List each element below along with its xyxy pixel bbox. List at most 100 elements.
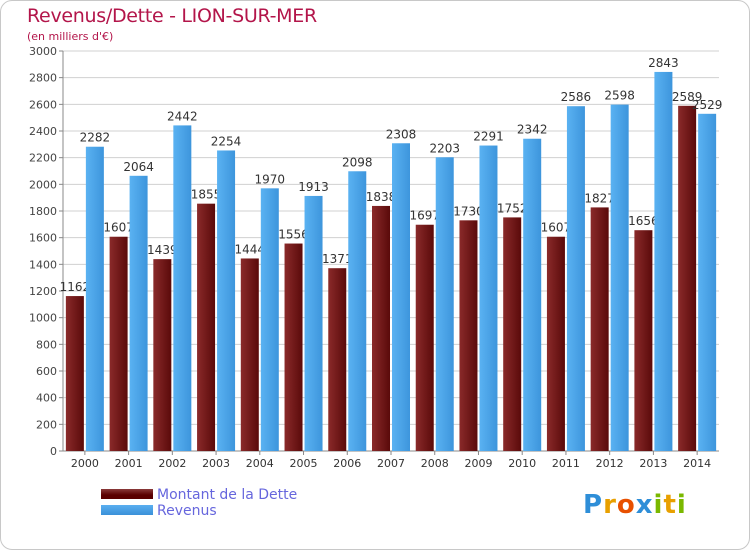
logo-letter: t: [663, 490, 677, 520]
legend-swatch-revenue: [101, 505, 153, 515]
bar-debt: [153, 259, 172, 451]
x-tick-label: 2008: [421, 457, 449, 470]
data-label-debt: 1752: [497, 201, 528, 215]
bar-debt: [459, 220, 478, 451]
bar-debt: [415, 224, 434, 451]
data-label-debt: 1607: [541, 221, 572, 235]
data-label-revenue: 2342: [517, 123, 548, 137]
x-tick-label: 2001: [115, 457, 143, 470]
bar-revenue: [85, 146, 104, 451]
bar-revenue: [435, 157, 454, 451]
bar-debt: [678, 105, 697, 452]
bar-revenue: [523, 138, 542, 451]
x-tick-label: 2011: [552, 457, 580, 470]
bar-debt: [109, 236, 128, 451]
proxiti-logo: Proxiti: [583, 490, 687, 520]
chart-subtitle: (en milliers d'€): [27, 30, 114, 43]
data-label-revenue: 2064: [123, 160, 154, 174]
data-label-debt: 1827: [584, 191, 615, 205]
logo-letter: x: [635, 490, 654, 520]
y-tick-label: 2600: [29, 98, 57, 111]
legend-label-revenue: Revenus: [157, 503, 217, 519]
data-label-debt: 1697: [409, 209, 440, 223]
bar-debt: [197, 203, 216, 451]
data-label-debt: 1371: [322, 252, 353, 266]
bar-revenue: [217, 150, 236, 451]
bar-revenue: [260, 188, 279, 452]
data-label-revenue: 2203: [429, 141, 460, 155]
data-label-revenue: 2442: [167, 109, 198, 123]
y-tick-label: 1000: [29, 312, 57, 325]
bar-debt: [634, 230, 653, 451]
logo-letter: r: [603, 490, 617, 520]
logo-letter: i: [653, 490, 664, 520]
bar-debt: [372, 205, 390, 451]
x-tick-label: 2004: [246, 457, 274, 470]
y-tick-label: 1400: [29, 258, 57, 271]
data-label-revenue: 2254: [211, 134, 242, 148]
y-tick-label: 3000: [29, 45, 57, 58]
legend-label-debt: Montant de la Dette: [157, 487, 298, 503]
y-tick-label: 1600: [29, 232, 57, 245]
data-label-debt: 1162: [60, 280, 91, 294]
x-tick-label: 2005: [290, 457, 318, 470]
data-label-debt: 1556: [278, 228, 309, 242]
x-tick-label: 2010: [508, 457, 536, 470]
bar-debt: [284, 243, 303, 451]
y-tick-label: 1200: [29, 285, 57, 298]
data-label-debt: 1444: [235, 242, 266, 256]
y-tick-label: 2000: [29, 178, 57, 191]
data-label-revenue: 2529: [692, 98, 723, 112]
bar-debt: [503, 217, 522, 451]
y-tick-label: 2200: [29, 152, 57, 165]
data-label-revenue: 2098: [342, 155, 373, 169]
bar-revenue: [129, 175, 148, 452]
data-label-debt: 2589: [672, 90, 703, 104]
x-tick-label: 2000: [71, 457, 99, 470]
y-tick-label: 0: [50, 445, 57, 458]
x-tick-label: 2014: [683, 457, 711, 470]
legend-swatch-debt: [101, 489, 153, 499]
x-tick-label: 2006: [333, 457, 361, 470]
bar-revenue: [392, 143, 410, 451]
data-label-revenue: 2308: [386, 127, 417, 141]
data-label-revenue: 2586: [561, 90, 592, 104]
bar-revenue: [566, 106, 585, 451]
bar-debt: [65, 296, 84, 451]
x-tick-label: 2013: [639, 457, 667, 470]
bar-revenue: [698, 113, 717, 452]
y-tick-label: 1800: [29, 205, 57, 218]
x-tick-label: 2009: [464, 457, 492, 470]
data-label-revenue: 2282: [80, 131, 111, 145]
x-tick-label: 2002: [158, 457, 186, 470]
bar-debt: [328, 268, 347, 451]
chart-title: Revenus/Dette - LION-SUR-MER: [27, 5, 317, 27]
bar-revenue: [479, 145, 498, 452]
x-tick-label: 2003: [202, 457, 230, 470]
bar-revenue: [348, 171, 367, 451]
bar-debt: [546, 236, 565, 451]
x-tick-label: 2007: [377, 457, 405, 470]
data-label-debt: 1439: [147, 243, 178, 257]
y-tick-label: 400: [36, 392, 57, 405]
data-label-debt: 1656: [628, 214, 659, 228]
data-label-revenue: 2291: [473, 130, 504, 144]
data-label-revenue: 2598: [604, 89, 635, 103]
y-tick-label: 800: [36, 338, 57, 351]
bar-debt: [240, 258, 259, 451]
y-tick-label: 2400: [29, 125, 57, 138]
data-label-revenue: 1913: [298, 180, 329, 194]
y-tick-label: 2800: [29, 72, 57, 85]
logo-letter: P: [583, 490, 604, 520]
bar-revenue: [610, 104, 629, 451]
data-label-revenue: 1970: [255, 172, 286, 186]
data-label-debt: 1838: [366, 190, 397, 204]
bar-revenue: [173, 125, 192, 452]
x-tick-label: 2012: [596, 457, 624, 470]
bar-revenue: [304, 195, 323, 451]
y-tick-label: 200: [36, 418, 57, 431]
data-label-revenue: 2843: [648, 56, 679, 70]
bar-revenue: [654, 71, 673, 451]
logo-letter: i: [676, 490, 687, 520]
